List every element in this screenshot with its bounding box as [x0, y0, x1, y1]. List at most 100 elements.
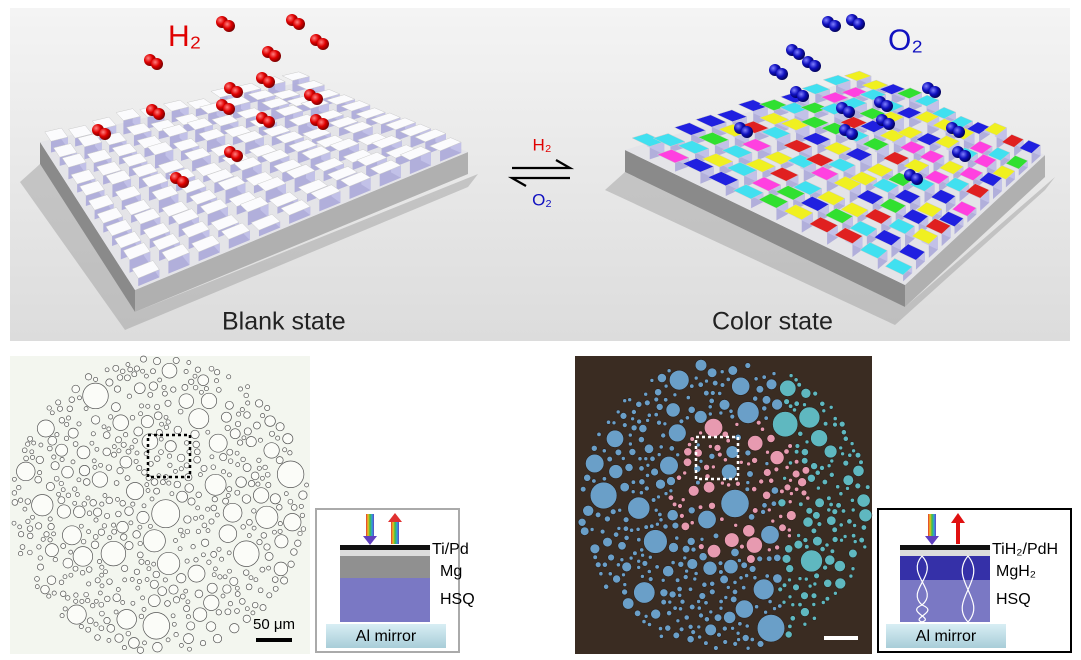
dot: [745, 480, 751, 485]
dot: [783, 448, 790, 455]
dot: [639, 547, 645, 553]
dot: [102, 493, 108, 498]
dot: [229, 623, 240, 634]
dot: [212, 634, 223, 644]
dot: [643, 391, 649, 397]
dot: [656, 419, 662, 426]
dot: [27, 435, 33, 442]
dot: [47, 436, 58, 446]
slab-side: [625, 150, 905, 307]
dot: [153, 357, 161, 366]
dot: [282, 433, 294, 445]
dot: [55, 399, 62, 406]
dot: [659, 456, 679, 476]
dot: [622, 422, 628, 428]
dot: [234, 450, 240, 456]
pillar-top: [951, 201, 977, 217]
dot: [235, 462, 241, 467]
dot: [838, 445, 844, 451]
dot: [173, 632, 179, 638]
dot: [810, 592, 818, 599]
dot: [675, 452, 681, 458]
dot: [797, 576, 803, 581]
pillar-top: [326, 166, 358, 181]
dot: [814, 497, 825, 508]
dot: [47, 523, 55, 531]
pillar-top: [288, 138, 318, 153]
layer-mg: [340, 556, 430, 578]
pillar-top: [919, 149, 945, 164]
dot: [149, 496, 155, 502]
dot: [227, 472, 232, 478]
pillar-top: [968, 140, 993, 155]
pillar-top: [274, 104, 304, 117]
pillar-top: [399, 123, 432, 137]
dot: [76, 445, 91, 460]
dot: [115, 587, 121, 592]
dot: [676, 474, 682, 481]
dot: [51, 454, 57, 460]
pillar-top: [895, 106, 922, 119]
arrowhead: [951, 513, 965, 523]
dot: [199, 389, 204, 395]
dot: [792, 583, 800, 591]
dot: [188, 378, 195, 385]
dot: [677, 503, 683, 509]
pillar-top: [800, 196, 830, 212]
pillar-top: [944, 177, 970, 192]
dot: [198, 472, 203, 477]
dot: [731, 376, 751, 396]
dot: [708, 452, 716, 460]
dot: [106, 624, 116, 633]
dot: [650, 467, 659, 477]
dot: [636, 418, 642, 425]
dot: [235, 476, 247, 488]
dot: [164, 399, 172, 407]
dot: [25, 518, 31, 524]
dot: [706, 367, 718, 378]
dot: [128, 520, 134, 526]
dot: [667, 599, 673, 605]
dot: [138, 411, 143, 417]
pillar-top: [96, 207, 124, 224]
dot: [297, 530, 303, 537]
dot: [841, 429, 847, 436]
equilibrium-arrow: [507, 159, 575, 187]
pillar-top: [96, 161, 122, 176]
dot: [205, 429, 211, 435]
dot: [161, 362, 178, 379]
dot: [655, 403, 664, 411]
dot: [181, 384, 189, 391]
dot: [654, 564, 660, 570]
dot: [662, 565, 675, 578]
dot: [253, 577, 259, 583]
dot: [184, 528, 191, 535]
dot: [643, 456, 649, 462]
dot: [788, 403, 794, 409]
dot: [638, 436, 645, 443]
dot: [616, 562, 621, 568]
pillar-top: [915, 132, 942, 146]
dot: [92, 465, 98, 470]
pillar-top: [887, 218, 916, 235]
dot: [178, 466, 184, 472]
pillar-top: [775, 185, 806, 201]
dot: [154, 455, 161, 462]
dot: [89, 499, 97, 507]
dot: [848, 573, 854, 579]
dot: [99, 583, 105, 589]
pillar-top: [805, 153, 835, 167]
pillar-top: [879, 198, 907, 214]
pillar-top: [745, 158, 776, 173]
dot: [698, 552, 708, 562]
dot: [787, 443, 793, 449]
dot: [63, 435, 70, 441]
dot: [724, 532, 740, 548]
dot: [781, 554, 792, 564]
pillar-top: [732, 184, 764, 200]
dot: [136, 579, 142, 584]
pillar-top: [958, 166, 984, 181]
dot: [619, 412, 628, 420]
dot: [141, 503, 147, 509]
dot: [761, 502, 768, 509]
